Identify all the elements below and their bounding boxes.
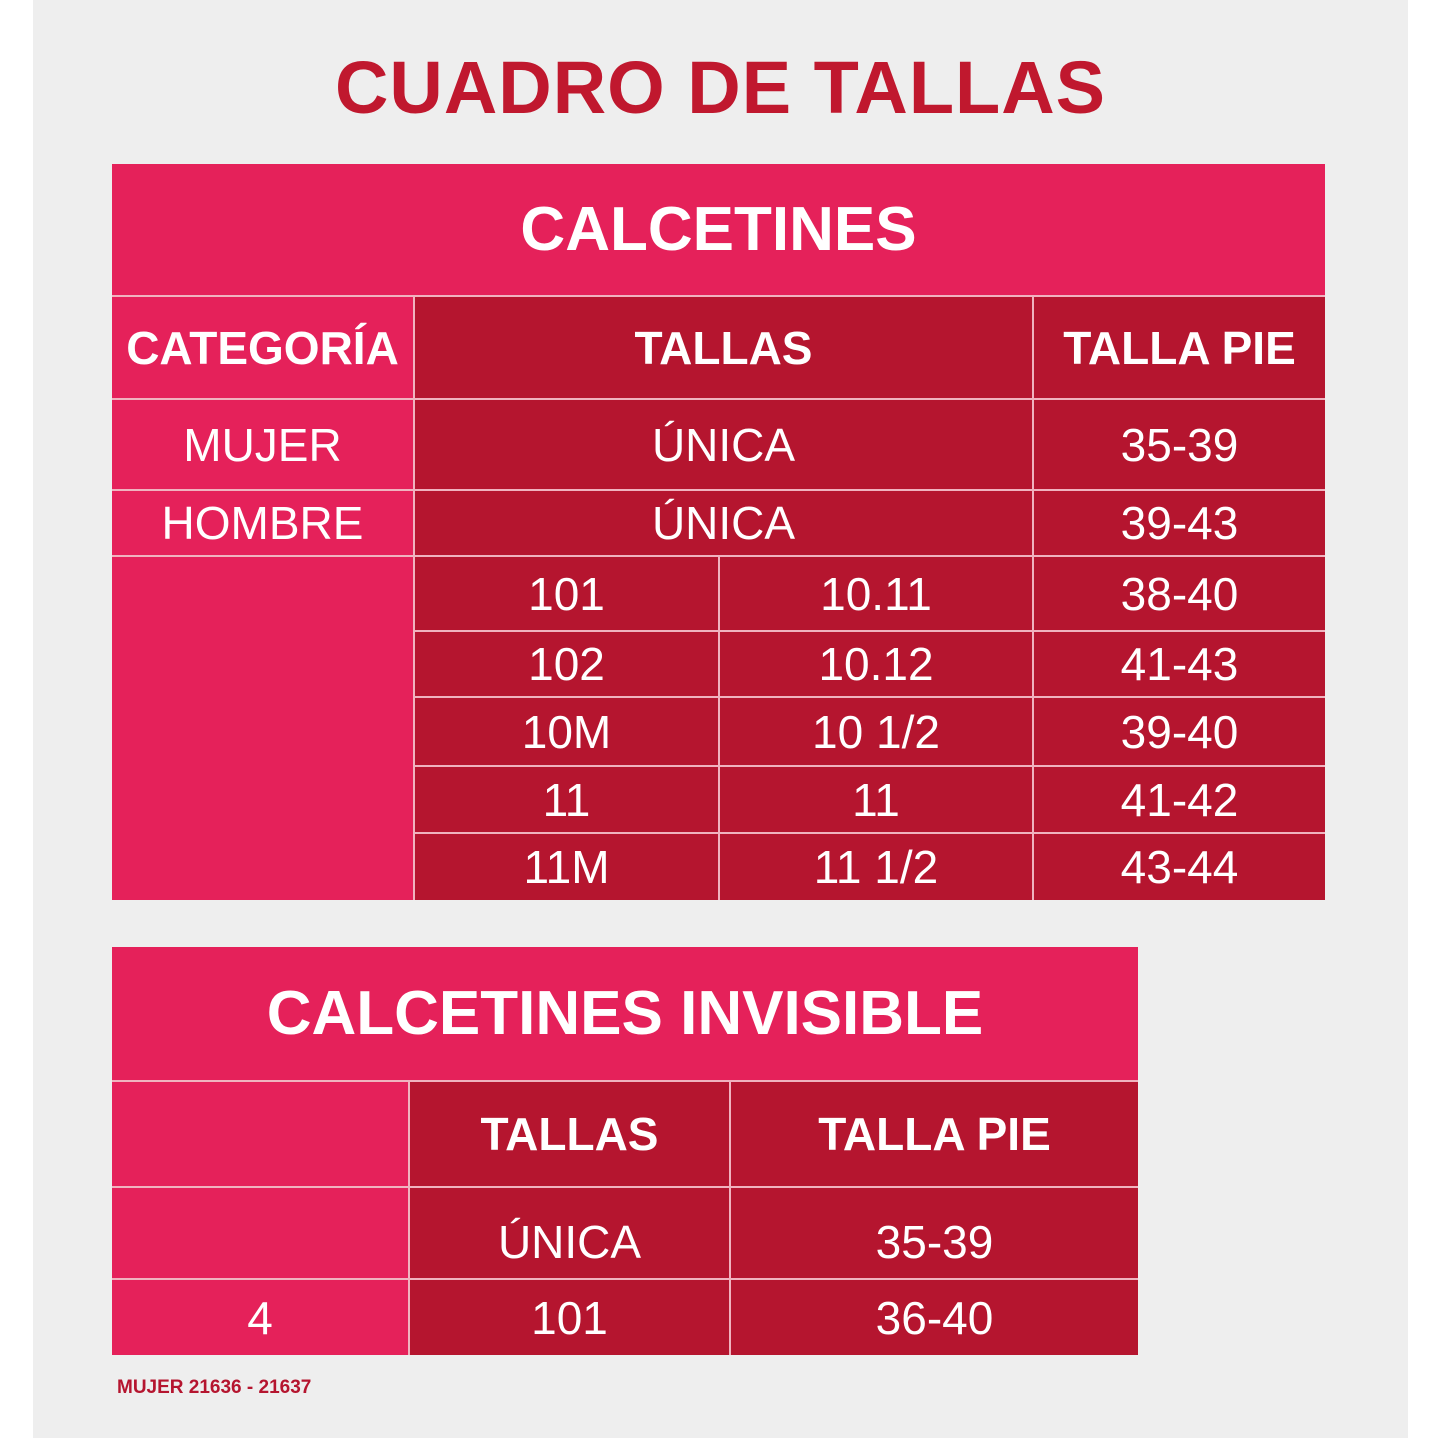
cell-pie: 41-43 xyxy=(1032,630,1325,696)
cell-a: 10M xyxy=(413,696,718,765)
cell-pie: 38-40 xyxy=(1032,555,1325,630)
footer-note: MUJER 21636 - 21637 xyxy=(117,1377,312,1398)
cell-talla: ÚNICA xyxy=(413,398,1032,489)
cell-talla: ÚNICA xyxy=(413,489,1032,555)
header-empty xyxy=(112,1080,408,1186)
cell-categoria xyxy=(112,1186,408,1278)
cell-b: 10.12 xyxy=(718,630,1032,696)
cell-pie: 36-40 xyxy=(729,1278,1138,1355)
header-categoria: CATEGORÍA xyxy=(112,295,413,398)
header-talla-pie: TALLA PIE xyxy=(729,1080,1138,1186)
cell-pie: 35-39 xyxy=(1032,398,1325,489)
cell-b: 10.11 xyxy=(718,555,1032,630)
cell-a: 11 xyxy=(413,765,718,832)
page-title: CUADRO DE TALLAS xyxy=(334,46,1107,129)
cell-b: 10 1/2 xyxy=(718,696,1032,765)
cell-pie: 41-42 xyxy=(1032,765,1325,832)
cell-a: 101 xyxy=(413,555,718,630)
cell-pie: 39-40 xyxy=(1032,696,1325,765)
cell-categoria-empty xyxy=(112,555,413,900)
cell-a: 102 xyxy=(413,630,718,696)
header-tallas: TALLAS xyxy=(413,295,1032,398)
header-talla-pie: TALLA PIE xyxy=(1032,295,1325,398)
cell-categoria: HOMBRE xyxy=(112,489,413,555)
cell-categoria: 4 xyxy=(112,1278,408,1355)
cell-pie: 39-43 xyxy=(1032,489,1325,555)
cell-b: 11 xyxy=(718,765,1032,832)
cell-pie: 35-39 xyxy=(729,1186,1138,1278)
cell-pie: 43-44 xyxy=(1032,832,1325,900)
cell-talla: ÚNICA xyxy=(408,1186,729,1278)
table-title: CALCETINES INVISIBLE xyxy=(112,947,1138,1080)
cell-a: 11M xyxy=(413,832,718,900)
cell-categoria: MUJER xyxy=(112,398,413,489)
table-title: CALCETINES xyxy=(112,164,1325,295)
cell-b: 11 1/2 xyxy=(718,832,1032,900)
header-tallas: TALLAS xyxy=(408,1080,729,1186)
cell-talla: 101 xyxy=(408,1278,729,1355)
